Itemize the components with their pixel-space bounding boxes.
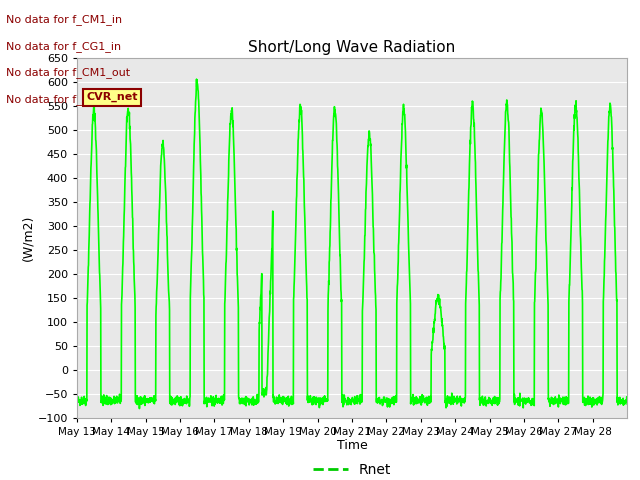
Text: No data for f_CM1_in: No data for f_CM1_in bbox=[6, 14, 122, 25]
Text: No data for f_CG1_in: No data for f_CG1_in bbox=[6, 41, 122, 52]
Legend: Rnet: Rnet bbox=[307, 457, 397, 480]
Text: CVR_net: CVR_net bbox=[86, 92, 138, 102]
Text: No data for f_CO2_net: No data for f_CO2_net bbox=[6, 94, 130, 105]
Title: Short/Long Wave Radiation: Short/Long Wave Radiation bbox=[248, 40, 456, 55]
Text: No data for f_CM1_out: No data for f_CM1_out bbox=[6, 67, 131, 78]
X-axis label: Time: Time bbox=[337, 439, 367, 453]
Y-axis label: (W/m2): (W/m2) bbox=[22, 215, 35, 261]
